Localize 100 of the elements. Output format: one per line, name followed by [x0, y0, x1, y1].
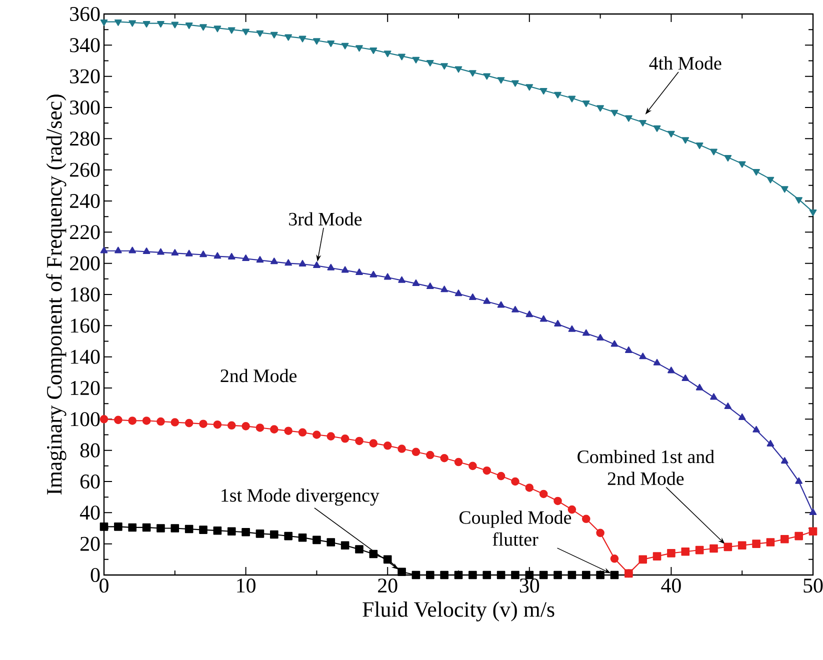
point: [284, 259, 292, 266]
point: [752, 426, 760, 432]
point: [682, 137, 690, 144]
point: [780, 457, 788, 464]
point: [369, 550, 378, 558]
point: [554, 570, 562, 580]
x-axis-title: Fluid Velocity (v) m/s: [362, 601, 554, 622]
point: [752, 540, 760, 548]
point: [100, 415, 108, 424]
point: [200, 24, 207, 31]
point: [710, 393, 718, 400]
point: [554, 92, 562, 98]
point: [539, 570, 548, 580]
point: [199, 420, 208, 428]
point: [568, 96, 576, 102]
point: [454, 290, 462, 296]
point: [340, 434, 350, 443]
point: [539, 490, 548, 498]
point: [326, 538, 336, 546]
point: [512, 80, 519, 87]
point: [497, 301, 505, 308]
point: [668, 366, 675, 374]
y-tick-label: 240: [70, 194, 100, 208]
point: [228, 252, 236, 260]
y-tick-label: 340: [70, 38, 100, 52]
point: [454, 458, 463, 466]
point: [469, 293, 476, 300]
point: [795, 477, 802, 484]
point: [610, 554, 619, 563]
point: [482, 570, 492, 580]
point: [128, 523, 137, 532]
point: [497, 77, 505, 84]
point: [426, 60, 434, 66]
point: [156, 524, 165, 532]
point: [356, 268, 363, 276]
annotation: Combined 1st and 2nd Mode: [578, 450, 714, 486]
point: [270, 530, 278, 539]
point: [370, 47, 378, 54]
point: [384, 273, 392, 280]
point: [483, 73, 491, 80]
point: [468, 570, 477, 580]
point: [228, 27, 236, 34]
point: [724, 402, 732, 410]
point: [341, 42, 349, 50]
point: [157, 20, 164, 28]
point: [213, 526, 222, 535]
point: [440, 63, 448, 70]
point: [738, 161, 746, 168]
point: [809, 210, 817, 216]
point: [128, 416, 137, 425]
point: [256, 256, 264, 263]
point: [100, 19, 108, 26]
point: [710, 148, 718, 156]
y-tick-label: 0: [90, 568, 100, 582]
point: [327, 40, 335, 47]
annotation: 3rd Mode: [289, 212, 362, 226]
y-tick-label: 60: [80, 474, 100, 489]
point: [582, 100, 590, 107]
point: [482, 466, 492, 475]
point: [242, 422, 250, 430]
point: [213, 420, 222, 429]
point: [582, 514, 590, 524]
point: [214, 26, 222, 32]
y-tick-label: 300: [70, 100, 100, 115]
point: [596, 105, 604, 112]
point: [184, 418, 194, 428]
point: [270, 258, 278, 264]
point: [426, 450, 434, 460]
point: [242, 28, 250, 36]
point: [412, 570, 420, 580]
point: [227, 527, 236, 536]
point: [298, 260, 306, 266]
point: [142, 247, 150, 254]
annotation: 1st Mode divergency: [222, 488, 380, 506]
point: [596, 528, 604, 538]
point: [568, 325, 576, 332]
point: [412, 448, 420, 456]
point: [794, 532, 803, 540]
point: [170, 524, 180, 532]
point: [100, 522, 108, 531]
point: [313, 262, 320, 268]
point: [738, 541, 746, 550]
point: [512, 306, 519, 312]
point: [298, 428, 307, 437]
point: [496, 472, 506, 480]
point: [554, 496, 562, 506]
point: [185, 22, 193, 30]
point: [214, 252, 222, 259]
point: [412, 279, 420, 286]
x-tick-label: 30: [520, 578, 540, 593]
point: [128, 246, 136, 254]
point: [526, 310, 534, 318]
point: [483, 297, 491, 304]
point: [624, 346, 632, 353]
point: [227, 421, 236, 430]
point: [184, 524, 194, 534]
point: [284, 34, 292, 41]
point: [540, 88, 548, 95]
point: [398, 444, 406, 453]
y-tick-label: 100: [70, 412, 100, 426]
